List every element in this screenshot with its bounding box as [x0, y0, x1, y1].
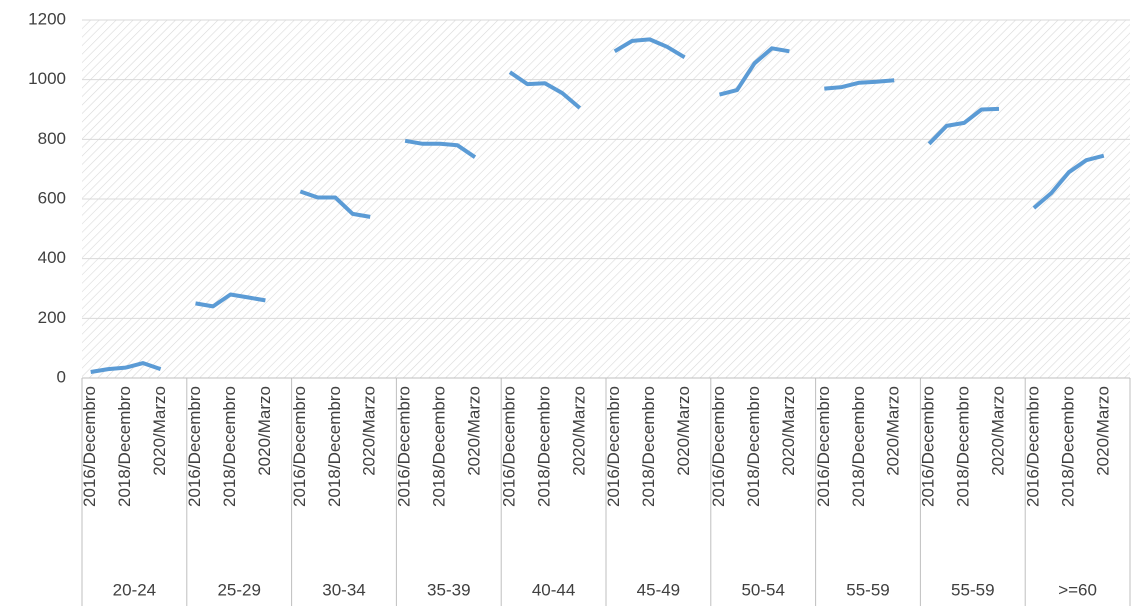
group-label: 20-24: [113, 580, 156, 599]
x-tick-label: 2018/Decembro: [115, 386, 134, 507]
x-tick-label: 2020/Marzo: [988, 386, 1007, 476]
group-label: 55-59: [951, 580, 994, 599]
x-tick-label: 2016/Decembro: [604, 386, 623, 507]
x-tick-label: 2016/Decembro: [1023, 386, 1042, 507]
x-tick-label: 2018/Decembro: [220, 386, 239, 507]
y-tick-label: 200: [38, 308, 66, 327]
x-tick-label: 2016/Decembro: [395, 386, 414, 507]
x-tick-label: 2016/Decembro: [919, 386, 938, 507]
group-label: 35-39: [427, 580, 470, 599]
group-label: 40-44: [532, 580, 575, 599]
x-tick-label: 2018/Decembro: [325, 386, 344, 507]
x-tick-label: 2018/Decembro: [639, 386, 658, 507]
x-tick-label: 2020/Marzo: [884, 386, 903, 476]
group-label: 45-49: [637, 580, 680, 599]
x-tick-label: 2020/Marzo: [674, 386, 693, 476]
x-tick-label: 2016/Decembro: [709, 386, 728, 507]
x-tick-label: 2016/Decembro: [814, 386, 833, 507]
x-tick-label: 2016/Decembro: [290, 386, 309, 507]
x-tick-label: 2020/Marzo: [569, 386, 588, 476]
series-line: [90, 37, 1105, 374]
x-tick-label: 2018/Decembro: [954, 386, 973, 507]
y-tick-label: 1200: [28, 9, 66, 28]
x-tick-label: 2018/Decembro: [744, 386, 763, 507]
x-tick-label: 2020/Marzo: [360, 386, 379, 476]
x-tick-label: 2020/Marzo: [255, 386, 274, 476]
y-tick-label: 0: [57, 367, 66, 386]
x-tick-label: 2020/Marzo: [150, 386, 169, 476]
y-tick-label: 1000: [28, 69, 66, 88]
group-label: 50-54: [741, 580, 784, 599]
x-tick-label: 2020/Marzo: [464, 386, 483, 476]
group-label: 55-59: [846, 580, 889, 599]
x-tick-label: 2018/Decembro: [849, 386, 868, 507]
y-tick-label: 600: [38, 188, 66, 207]
x-tick-label: 2020/Marzo: [1093, 386, 1112, 476]
group-label: 25-29: [217, 580, 260, 599]
group-label: >=60: [1058, 580, 1097, 599]
x-tick-label: 2016/Decembro: [185, 386, 204, 507]
x-tick-label: 2018/Decembro: [534, 386, 553, 507]
x-tick-label: 2016/Decembro: [499, 386, 518, 507]
y-tick-label: 400: [38, 248, 66, 267]
x-tick-label: 2016/Decembro: [80, 386, 99, 507]
group-label: 30-34: [322, 580, 365, 599]
x-tick-label: 2020/Marzo: [779, 386, 798, 476]
y-tick-label: 800: [38, 129, 66, 148]
x-tick-label: 2018/Decembro: [430, 386, 449, 507]
x-tick-label: 2018/Decembro: [1058, 386, 1077, 507]
